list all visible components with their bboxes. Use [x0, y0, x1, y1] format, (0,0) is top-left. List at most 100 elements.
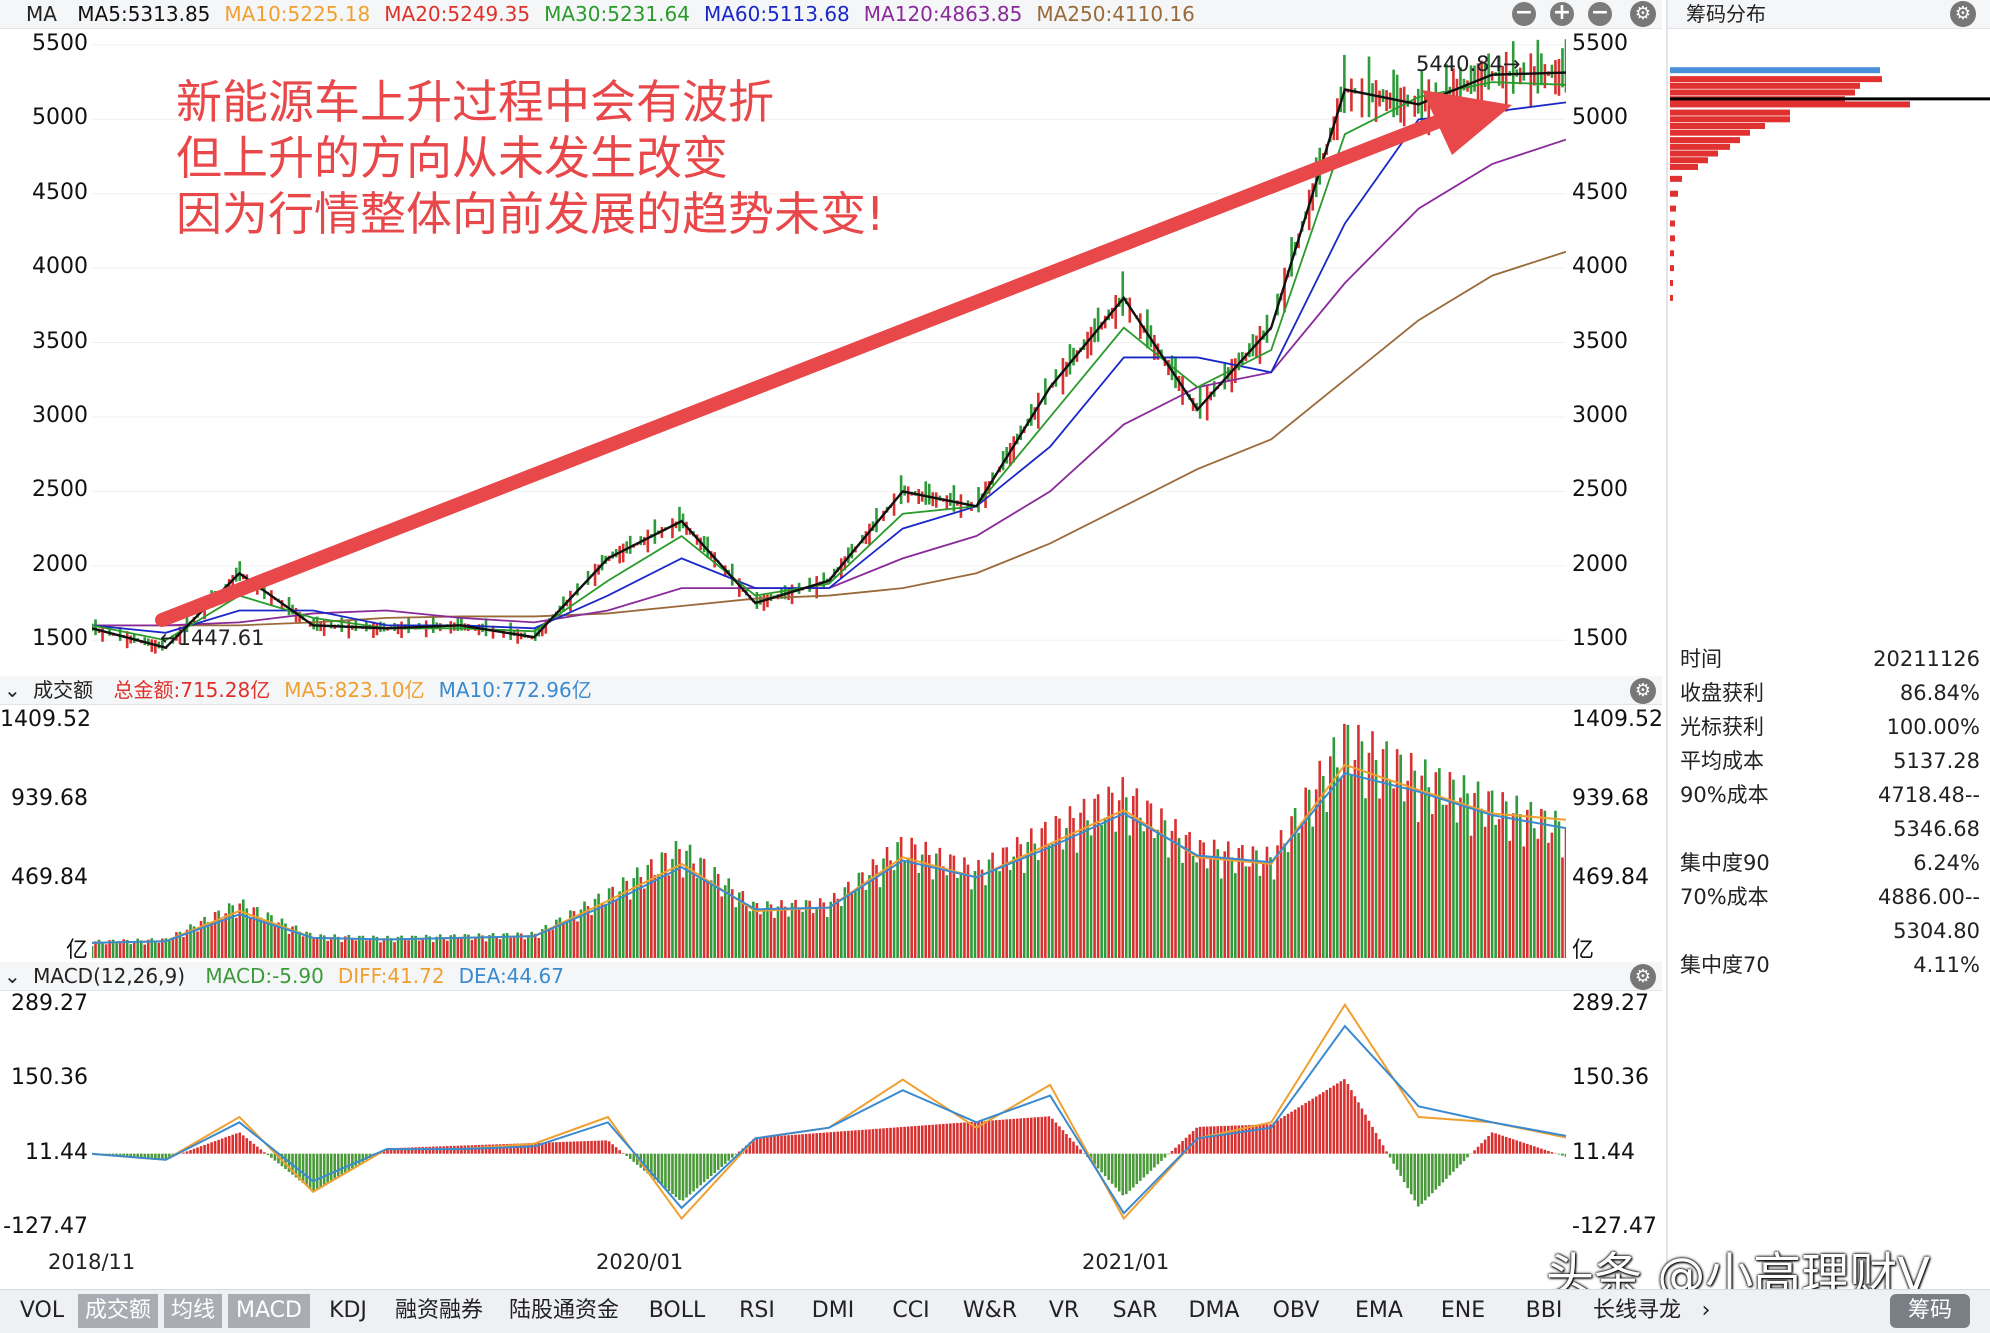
volume-bar	[140, 940, 143, 958]
macd-bar	[1406, 1154, 1409, 1188]
macd-bar	[1209, 1126, 1212, 1153]
macd-bar	[1033, 1117, 1036, 1153]
macd-bar	[1051, 1119, 1054, 1154]
macd-bar	[615, 1147, 618, 1153]
volume-bar	[1413, 771, 1416, 958]
volume-bar	[1382, 749, 1385, 958]
macd-bar	[1283, 1116, 1286, 1154]
volume-bar	[1026, 842, 1029, 958]
zoom-out-icon[interactable]: −	[1512, 2, 1536, 26]
candle	[917, 489, 920, 504]
tab-9[interactable]: DMI	[796, 1294, 870, 1328]
macd-bar	[1329, 1088, 1332, 1154]
tab-17[interactable]: ENE	[1424, 1294, 1502, 1328]
side-stat-row: 5304.80	[1680, 914, 1980, 948]
volume-bar	[801, 912, 804, 958]
volume-bar	[576, 921, 579, 958]
volume-bar	[1209, 856, 1212, 958]
macd-bar	[1449, 1154, 1452, 1176]
volume-bar	[777, 906, 780, 958]
macd-bar	[854, 1130, 857, 1153]
macd-bar	[1442, 1154, 1445, 1183]
volume-bar	[1544, 811, 1547, 958]
volume-bar	[960, 872, 963, 958]
macd-bar	[988, 1121, 991, 1154]
macd-bar	[355, 1154, 358, 1167]
macd-bar	[668, 1154, 671, 1192]
y-tick-right: 939.68	[1572, 786, 1649, 811]
macd-bar	[759, 1137, 762, 1153]
tab-6[interactable]: 陆股通资金	[498, 1294, 630, 1328]
volume-chart[interactable]	[92, 706, 1566, 958]
tab-1[interactable]: 成交额	[78, 1294, 158, 1328]
gear-icon[interactable]: ⚙	[1630, 1, 1656, 27]
tab-21[interactable]: 筹码	[1890, 1294, 1970, 1328]
candle	[1350, 79, 1353, 112]
volume-item-0: 总金额:715.28亿	[113, 678, 270, 702]
tab-20[interactable]: ›	[1694, 1294, 1718, 1328]
tab-13[interactable]: SAR	[1100, 1294, 1170, 1328]
macd-bar	[935, 1124, 938, 1153]
candle	[1259, 326, 1262, 364]
macd-bar	[161, 1154, 164, 1159]
candle	[1097, 308, 1100, 342]
tab-7[interactable]: BOLL	[636, 1294, 718, 1328]
macd-chevron-icon[interactable]: ⌄	[4, 964, 21, 988]
tab-2[interactable]: 均线	[164, 1294, 222, 1328]
macd-bar	[917, 1126, 920, 1154]
tab-4[interactable]: KDJ	[316, 1294, 380, 1328]
volume-bar	[1220, 879, 1223, 958]
tab-11[interactable]: W&R	[952, 1294, 1028, 1328]
tab-3[interactable]: MACD	[228, 1294, 310, 1328]
side-gear-icon[interactable]: ⚙	[1950, 1, 1976, 27]
tab-14[interactable]: DMA	[1176, 1294, 1252, 1328]
macd-bar	[1396, 1154, 1399, 1170]
chip-bar	[1670, 176, 1682, 182]
chip-bar	[1670, 295, 1673, 301]
candle	[1368, 57, 1371, 118]
volume-bar	[154, 941, 157, 958]
volume-bar	[1143, 831, 1146, 958]
macd-bar	[326, 1154, 329, 1183]
volume-bar	[1104, 818, 1107, 958]
volume-bar	[1368, 753, 1371, 958]
volume-gear-icon[interactable]: ⚙	[1630, 678, 1656, 704]
collapse-chevron-icon[interactable]: ⌄	[4, 678, 21, 702]
chip-bar	[1670, 137, 1740, 143]
volume-bar	[548, 928, 551, 958]
candle	[678, 507, 681, 532]
candle	[1522, 62, 1525, 80]
tab-10[interactable]: CCI	[876, 1294, 946, 1328]
volume-bar	[1459, 798, 1462, 958]
tab-12[interactable]: VR	[1034, 1294, 1094, 1328]
volume-bar	[699, 858, 702, 958]
volume-bar	[668, 875, 671, 958]
zoom-in-icon[interactable]: +	[1550, 2, 1574, 26]
volume-bar	[1125, 797, 1128, 958]
macd-gear-icon[interactable]: ⚙	[1630, 964, 1656, 990]
macd-bar	[559, 1142, 562, 1154]
tab-18[interactable]: BBI	[1508, 1294, 1580, 1328]
volume-bar	[963, 857, 966, 958]
volume-bar	[562, 924, 565, 958]
macd-bar	[727, 1154, 730, 1161]
volume-bar	[1223, 851, 1226, 958]
tab-19[interactable]: 长线寻龙	[1586, 1294, 1688, 1328]
tab-8[interactable]: RSI	[724, 1294, 790, 1328]
chip-bar	[1670, 76, 1882, 82]
macd-bar	[801, 1134, 804, 1153]
minus-icon[interactable]: −	[1588, 2, 1612, 26]
volume-bar	[355, 940, 358, 958]
volume-bar	[601, 903, 604, 958]
macd-bar	[1343, 1079, 1346, 1154]
volume-bar	[242, 899, 245, 958]
tab-5[interactable]: 融资融券	[386, 1294, 492, 1328]
tab-0[interactable]: VOL	[12, 1294, 72, 1328]
macd-bar	[967, 1122, 970, 1153]
tab-15[interactable]: OBV	[1258, 1294, 1334, 1328]
tab-16[interactable]: EMA	[1340, 1294, 1418, 1328]
macd-chart[interactable]	[92, 994, 1566, 1240]
macd-label: MACD(12,26,9)	[33, 964, 185, 988]
macd-bar	[597, 1141, 600, 1154]
